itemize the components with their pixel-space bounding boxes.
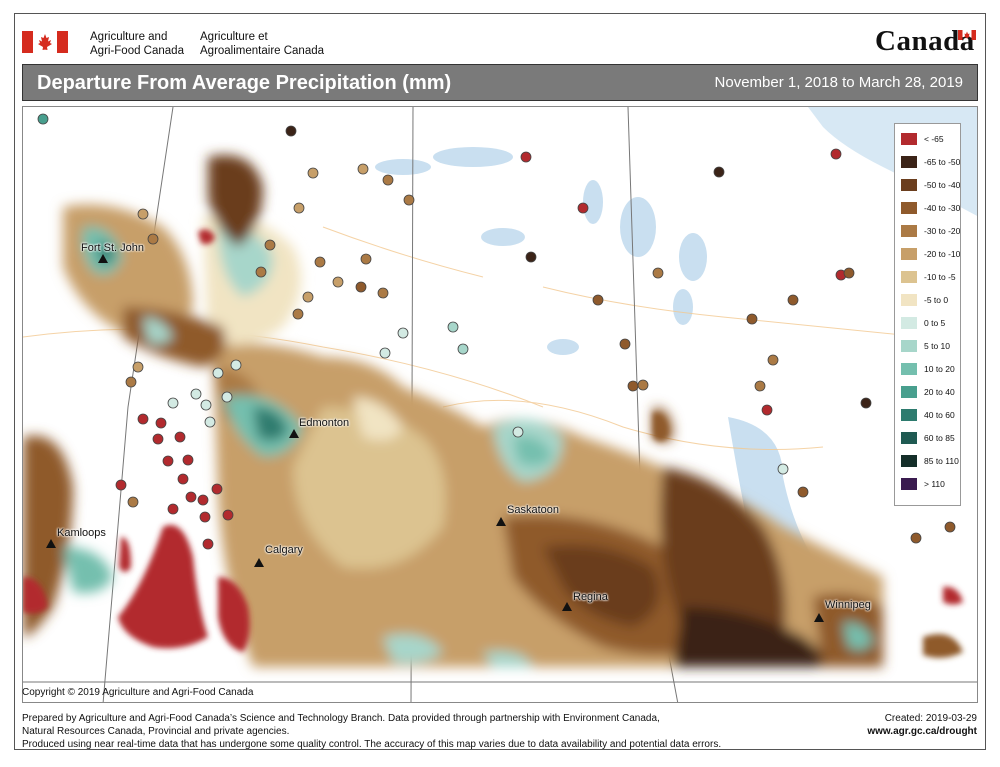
city-marker-fort-st-john — [98, 254, 108, 263]
footer-line-3: Produced using near real-time data that … — [22, 739, 722, 750]
legend-swatch — [901, 409, 917, 421]
legend-label: -65 to -50 — [924, 157, 961, 167]
legend-swatch — [901, 271, 917, 283]
map-canvas — [23, 107, 977, 702]
legend-label: 40 to 60 — [924, 410, 955, 420]
legend-swatch — [901, 455, 917, 467]
city-label-calgary: Calgary — [265, 544, 303, 556]
dept-fr-line1: Agriculture et — [200, 31, 268, 43]
city-label-saskatoon: Saskatoon — [507, 504, 559, 516]
city-marker-regina — [562, 602, 572, 611]
footer-line-1: Prepared by Agriculture and Agri-Food Ca… — [22, 713, 660, 724]
legend-label: < -65 — [924, 134, 944, 144]
legend-label: -40 to -30 — [924, 203, 961, 213]
title-bar: Departure From Average Precipitation (mm… — [22, 64, 978, 101]
wordmark-flag-icon — [958, 30, 976, 40]
map-legend: < -65 -65 to -50 -50 to -40 -40 to -30 -30 t… — [894, 123, 961, 506]
legend-label: -10 to -5 — [924, 272, 956, 282]
legend-swatch — [901, 179, 917, 191]
city-label-edmonton: Edmonton — [299, 417, 350, 429]
legend-swatch — [901, 225, 917, 237]
wordmark-text: Canada — [875, 25, 975, 57]
dept-fr-line2: Agroalimentaire Canada — [200, 45, 325, 57]
dept-en-line2: Agri-Food Canada — [90, 45, 184, 57]
legend-label: -30 to -20 — [924, 226, 961, 236]
city-label-kamloops: Kamloops — [57, 527, 106, 539]
legend-label: 0 to 5 — [924, 318, 946, 328]
legend-swatch — [901, 363, 917, 375]
canada-flag-icon — [22, 31, 68, 53]
legend-label: 85 to 110 — [924, 456, 959, 466]
legend-label: 10 to 20 — [924, 364, 955, 374]
legend-label: -50 to -40 — [924, 180, 961, 190]
canada-wordmark: Canada — [875, 25, 975, 58]
city-label-fort-st-john: Fort St. John — [81, 242, 144, 254]
drought-url[interactable]: www.agr.gc.ca/drought — [867, 726, 977, 737]
legend-label: -20 to -10 — [924, 249, 961, 259]
created-date: Created: 2019-03-29 — [884, 713, 977, 724]
legend-swatch — [901, 202, 917, 214]
legend-swatch — [901, 478, 917, 490]
department-name-fr: Agriculture et Agroalimentaire Canada — [200, 30, 324, 58]
precip-surface — [23, 155, 883, 667]
copyright: Copyright © 2019 Agriculture and Agri-Fo… — [22, 687, 254, 698]
legend-swatch — [901, 317, 917, 329]
footer-line-2: Natural Resources Canada, Provincial and… — [22, 726, 290, 737]
legend-swatch — [901, 248, 917, 260]
legend-swatch — [901, 294, 917, 306]
date-range: November 1, 2018 to March 28, 2019 — [714, 74, 963, 91]
city-markers — [46, 254, 824, 622]
city-marker-saskatoon — [496, 517, 506, 526]
dept-en-line1: Agriculture and — [90, 31, 168, 43]
city-label-winnipeg: Winnipeg — [825, 599, 871, 611]
legend-swatch — [901, 133, 917, 145]
footer-notes: Prepared by Agriculture and Agri-Food Ca… — [22, 712, 822, 751]
station-points — [37, 113, 956, 550]
city-marker-winnipeg — [814, 613, 824, 622]
city-marker-calgary — [254, 558, 264, 567]
bc-dry-areas — [23, 229, 963, 658]
legend-swatch — [901, 386, 917, 398]
city-marker-edmonton — [289, 429, 299, 438]
city-marker-kamloops — [46, 539, 56, 548]
legend-swatch — [901, 156, 917, 168]
legend-label: > 110 — [924, 479, 945, 489]
legend-label: 60 to 85 — [924, 433, 955, 443]
map-title: Departure From Average Precipitation (mm… — [37, 72, 452, 94]
legend-label: 20 to 40 — [924, 387, 955, 397]
city-label-regina: Regina — [573, 591, 608, 603]
legend-label: -5 to 0 — [924, 295, 949, 305]
footer-meta: Created: 2019-03-29 www.agr.gc.ca/drough… — [867, 712, 977, 738]
legend-swatch — [901, 432, 917, 444]
legend-label: 5 to 10 — [924, 341, 950, 351]
precipitation-map: Fort St. John Edmonton Kamloops Calgary … — [22, 106, 978, 703]
legend-swatch — [901, 340, 917, 352]
department-name-en: Agriculture and Agri-Food Canada — [90, 30, 184, 58]
